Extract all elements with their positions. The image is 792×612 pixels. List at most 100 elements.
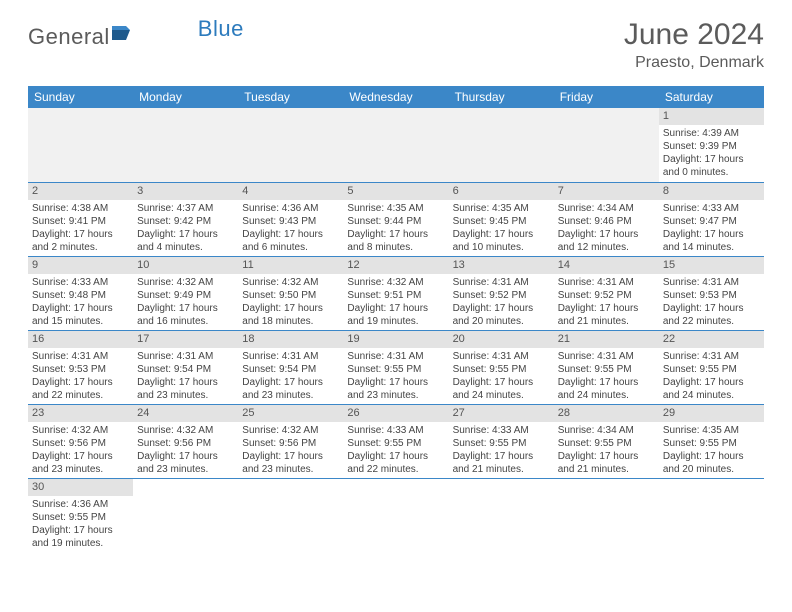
day-body: Sunrise: 4:31 AMSunset: 9:54 PMDaylight:…	[238, 348, 343, 404]
day-number: 23	[28, 405, 133, 422]
sunrise-line: Sunrise: 4:34 AM	[558, 424, 655, 437]
day-number: 11	[238, 257, 343, 274]
day-body: Sunrise: 4:31 AMSunset: 9:53 PMDaylight:…	[659, 274, 764, 330]
sunrise-line: Sunrise: 4:35 AM	[347, 202, 444, 215]
empty-cell	[343, 108, 448, 182]
sunrise-line: Sunrise: 4:31 AM	[32, 350, 129, 363]
day-number: 24	[133, 405, 238, 422]
day-body: Sunrise: 4:31 AMSunset: 9:55 PMDaylight:…	[554, 348, 659, 404]
empty-cell	[343, 479, 448, 553]
week-row: 2Sunrise: 4:38 AMSunset: 9:41 PMDaylight…	[28, 182, 764, 256]
sunrise-line: Sunrise: 4:32 AM	[242, 276, 339, 289]
empty-cell	[238, 108, 343, 182]
dayname-monday: Monday	[133, 86, 238, 108]
day-number: 18	[238, 331, 343, 348]
sunset-line: Sunset: 9:55 PM	[663, 363, 760, 376]
day-cell-1: 1Sunrise: 4:39 AMSunset: 9:39 PMDaylight…	[659, 108, 764, 182]
sunset-line: Sunset: 9:44 PM	[347, 215, 444, 228]
empty-cell	[659, 479, 764, 553]
sunset-line: Sunset: 9:55 PM	[347, 363, 444, 376]
sunset-line: Sunset: 9:42 PM	[137, 215, 234, 228]
sunrise-line: Sunrise: 4:33 AM	[347, 424, 444, 437]
day-cell-23: 23Sunrise: 4:32 AMSunset: 9:56 PMDayligh…	[28, 405, 133, 479]
sunrise-line: Sunrise: 4:31 AM	[663, 276, 760, 289]
day-body: Sunrise: 4:31 AMSunset: 9:52 PMDaylight:…	[554, 274, 659, 330]
daylight-line: Daylight: 17 hours and 18 minutes.	[242, 302, 339, 328]
day-number: 22	[659, 331, 764, 348]
day-cell-21: 21Sunrise: 4:31 AMSunset: 9:55 PMDayligh…	[554, 330, 659, 404]
daylight-line: Daylight: 17 hours and 23 minutes.	[242, 450, 339, 476]
day-cell-28: 28 Sunrise: 4:34 AMSunset: 9:55 PMDayligh…	[554, 405, 659, 479]
day-body: Sunrise: 4:36 AMSunset: 9:43 PMDaylight:…	[238, 200, 343, 256]
day-number: 15	[659, 257, 764, 274]
sunrise-line: Sunrise: 4:37 AM	[137, 202, 234, 215]
day-body: Sunrise: 4:32 AMSunset: 9:49 PMDaylight:…	[133, 274, 238, 330]
day-number: 14	[554, 257, 659, 274]
sunrise-line: Sunrise: 4:32 AM	[242, 424, 339, 437]
sunset-line: Sunset: 9:55 PM	[558, 363, 655, 376]
daylight-line: Daylight: 17 hours and 24 minutes.	[663, 376, 760, 402]
day-body: Sunrise: 4:33 AMSunset: 9:55 PMDaylight:…	[343, 422, 448, 478]
day-number: 28	[554, 405, 659, 422]
sunrise-line: Sunrise: 4:32 AM	[137, 276, 234, 289]
calendar-table: SundayMondayTuesdayWednesdayThursdayFrid…	[28, 86, 764, 553]
day-cell-27: 27Sunrise: 4:33 AMSunset: 9:55 PMDayligh…	[449, 405, 554, 479]
sunset-line: Sunset: 9:52 PM	[558, 289, 655, 302]
day-cell-2: 2Sunrise: 4:38 AMSunset: 9:41 PMDaylight…	[28, 182, 133, 256]
week-row: 1Sunrise: 4:39 AMSunset: 9:39 PMDaylight…	[28, 108, 764, 182]
day-cell-6: 6Sunrise: 4:35 AMSunset: 9:45 PMDaylight…	[449, 182, 554, 256]
dayname-wednesday: Wednesday	[343, 86, 448, 108]
day-body: Sunrise: 4:35 AMSunset: 9:44 PMDaylight:…	[343, 200, 448, 256]
sunset-line: Sunset: 9:55 PM	[453, 363, 550, 376]
day-cell-16: 16Sunrise: 4:31 AMSunset: 9:53 PMDayligh…	[28, 330, 133, 404]
daylight-line: Daylight: 17 hours and 23 minutes.	[137, 450, 234, 476]
week-row: 9Sunrise: 4:33 AMSunset: 9:48 PMDaylight…	[28, 256, 764, 330]
day-body: Sunrise: 4:34 AMSunset: 9:46 PMDaylight:…	[554, 200, 659, 256]
sunrise-line: Sunrise: 4:31 AM	[663, 350, 760, 363]
day-cell-8: 8Sunrise: 4:33 AMSunset: 9:47 PMDaylight…	[659, 182, 764, 256]
daylight-line: Daylight: 17 hours and 15 minutes.	[32, 302, 129, 328]
day-cell-9: 9Sunrise: 4:33 AMSunset: 9:48 PMDaylight…	[28, 256, 133, 330]
daylight-line: Daylight: 17 hours and 12 minutes.	[558, 228, 655, 254]
sunrise-line: Sunrise: 4:35 AM	[453, 202, 550, 215]
day-body: Sunrise: 4:33 AMSunset: 9:47 PMDaylight:…	[659, 200, 764, 256]
day-cell-24: 24Sunrise: 4:32 AMSunset: 9:56 PMDayligh…	[133, 405, 238, 479]
day-number: 17	[133, 331, 238, 348]
sunset-line: Sunset: 9:55 PM	[663, 437, 760, 450]
empty-cell	[554, 479, 659, 553]
day-number: 2	[28, 183, 133, 200]
empty-cell	[133, 108, 238, 182]
sunset-line: Sunset: 9:55 PM	[32, 511, 129, 524]
sunset-line: Sunset: 9:51 PM	[347, 289, 444, 302]
week-row: 30Sunrise: 4:36 AMSunset: 9:55 PMDayligh…	[28, 479, 764, 553]
daylight-line: Daylight: 17 hours and 20 minutes.	[663, 450, 760, 476]
empty-cell	[238, 479, 343, 553]
sunrise-line: Sunrise: 4:38 AM	[32, 202, 129, 215]
sunset-line: Sunset: 9:45 PM	[453, 215, 550, 228]
day-cell-15: 15Sunrise: 4:31 AMSunset: 9:53 PMDayligh…	[659, 256, 764, 330]
week-row: 23Sunrise: 4:32 AMSunset: 9:56 PMDayligh…	[28, 405, 764, 479]
daylight-line: Daylight: 17 hours and 23 minutes.	[32, 450, 129, 476]
day-cell-19: 19Sunrise: 4:31 AMSunset: 9:55 PMDayligh…	[343, 330, 448, 404]
day-body: Sunrise: 4:31 AMSunset: 9:55 PMDaylight:…	[449, 348, 554, 404]
day-number: 12	[343, 257, 448, 274]
sunset-line: Sunset: 9:50 PM	[242, 289, 339, 302]
dayname-tuesday: Tuesday	[238, 86, 343, 108]
sunset-line: Sunset: 9:53 PM	[32, 363, 129, 376]
dayname-friday: Friday	[554, 86, 659, 108]
daylight-line: Daylight: 17 hours and 23 minutes.	[137, 376, 234, 402]
day-number: 25	[238, 405, 343, 422]
day-body: Sunrise: 4:32 AMSunset: 9:51 PMDaylight:…	[343, 274, 448, 330]
sunset-line: Sunset: 9:39 PM	[663, 140, 760, 153]
sunrise-line: Sunrise: 4:32 AM	[32, 424, 129, 437]
daylight-line: Daylight: 17 hours and 21 minutes.	[558, 450, 655, 476]
sunrise-line: Sunrise: 4:35 AM	[663, 424, 760, 437]
day-number: 13	[449, 257, 554, 274]
empty-cell	[28, 108, 133, 182]
day-body: Sunrise: 4:32 AMSunset: 9:56 PMDaylight:…	[133, 422, 238, 478]
sunset-line: Sunset: 9:55 PM	[558, 437, 655, 450]
sunrise-line: Sunrise: 4:32 AM	[347, 276, 444, 289]
title-block: June 2024 Praesto, Denmark	[624, 18, 764, 72]
empty-cell	[133, 479, 238, 553]
daylight-line: Daylight: 17 hours and 20 minutes.	[453, 302, 550, 328]
